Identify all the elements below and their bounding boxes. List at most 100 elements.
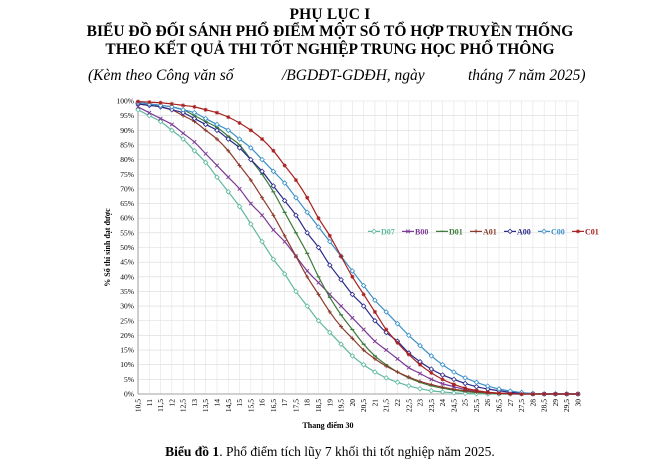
y-tick-label: 100% [117, 97, 135, 106]
data-point [576, 229, 580, 234]
x-tick-label: 11 [145, 399, 154, 406]
data-point [327, 309, 332, 314]
series-c01 [136, 99, 580, 396]
x-tick-label: 12,5 [179, 399, 188, 412]
data-point [181, 103, 186, 108]
data-point [202, 121, 209, 128]
x-tick-label: 28,5 [540, 399, 549, 412]
data-point [214, 121, 220, 128]
data-point [191, 148, 198, 154]
x-tick-label: 25,5 [472, 399, 481, 412]
data-point [214, 163, 220, 168]
legend-label: A01 [483, 227, 497, 236]
data-point [372, 369, 378, 375]
x-tick-label: 10,5 [134, 399, 143, 412]
chart-heading-line2: THEO KẾT QUẢ THI TỐT NGHIỆP TRUNG HỌC PH… [105, 41, 555, 58]
data-point [248, 156, 254, 163]
data-point [293, 194, 299, 201]
data-point [361, 327, 366, 332]
caption-text: . Phổ điểm tích lũy 7 khối thi tốt nghiệ… [219, 444, 495, 459]
data-point [507, 228, 513, 235]
data-point [147, 110, 152, 115]
data-point [305, 274, 310, 279]
legend-label: B00 [415, 227, 428, 236]
data-point [360, 303, 367, 309]
data-point [440, 377, 445, 382]
x-tick-label: 13 [190, 399, 199, 407]
data-point [260, 195, 265, 200]
data-point [226, 115, 231, 120]
data-point [270, 168, 277, 175]
x-tick-label: 29,5 [562, 399, 571, 412]
x-tick-label: 20,5 [359, 399, 368, 412]
x-tick-label: 26 [483, 399, 492, 407]
data-point [462, 380, 468, 387]
data-point [282, 163, 287, 168]
data-point [361, 292, 366, 297]
y-tick-label: 75% [120, 170, 134, 179]
x-tick-label: 12 [167, 399, 176, 407]
x-tick-label: 13,5 [201, 399, 210, 412]
y-tick-label: 95% [120, 111, 134, 120]
data-point [248, 145, 254, 151]
legend-item-d07: D07 [368, 227, 395, 236]
data-point [226, 175, 231, 180]
data-point [282, 239, 287, 244]
data-point [541, 228, 547, 235]
x-tick-label: 29 [551, 399, 560, 407]
legend-label: C00 [551, 227, 565, 236]
data-point [281, 197, 288, 204]
data-point [576, 392, 580, 396]
data-point [418, 379, 423, 384]
data-point [530, 392, 535, 396]
data-point [237, 120, 242, 125]
series-line [137, 100, 578, 395]
data-point [214, 174, 220, 180]
y-tick-label: 45% [120, 258, 134, 267]
data-point [395, 340, 400, 345]
y-tick-label: 55% [120, 228, 134, 237]
x-tick-label: 14,5 [224, 399, 233, 412]
x-tick-label: 24 [438, 399, 447, 407]
data-point [406, 383, 412, 389]
data-point [203, 107, 208, 112]
data-point [147, 100, 152, 105]
data-point [384, 327, 389, 332]
data-point [271, 213, 276, 218]
data-point [203, 151, 208, 156]
y-tick-label: 5% [124, 375, 134, 384]
y-tick-label: 40% [120, 272, 134, 281]
data-point [339, 254, 344, 259]
data-point [202, 115, 209, 122]
data-point [225, 189, 232, 195]
data-point [259, 238, 265, 245]
data-point [372, 297, 378, 304]
data-point [462, 375, 468, 381]
x-tick-label: 18,5 [314, 399, 323, 412]
data-point [293, 254, 298, 259]
data-point [236, 136, 243, 142]
data-point [474, 388, 479, 393]
data-point [439, 372, 446, 378]
data-point [371, 228, 377, 235]
data-point [237, 163, 242, 168]
x-tick-label: 22 [393, 399, 402, 407]
data-point [236, 203, 243, 210]
data-point [282, 233, 287, 238]
data-point [225, 127, 232, 134]
data-point [406, 365, 411, 370]
data-point [417, 371, 423, 376]
data-point [158, 100, 163, 105]
doc-reference-date: tháng 7 năm 2025) [468, 67, 586, 84]
data-point [169, 101, 174, 106]
data-point [158, 116, 163, 121]
data-point [497, 391, 502, 396]
data-point [180, 109, 186, 116]
x-tick-label: 25 [461, 399, 470, 407]
data-point [327, 262, 333, 268]
data-point [349, 353, 356, 359]
doc-reference-number: /BGDĐT-GDĐH, ngày [282, 67, 425, 84]
y-tick-label: 30% [120, 302, 134, 311]
data-point [485, 390, 490, 395]
data-point [451, 376, 457, 383]
